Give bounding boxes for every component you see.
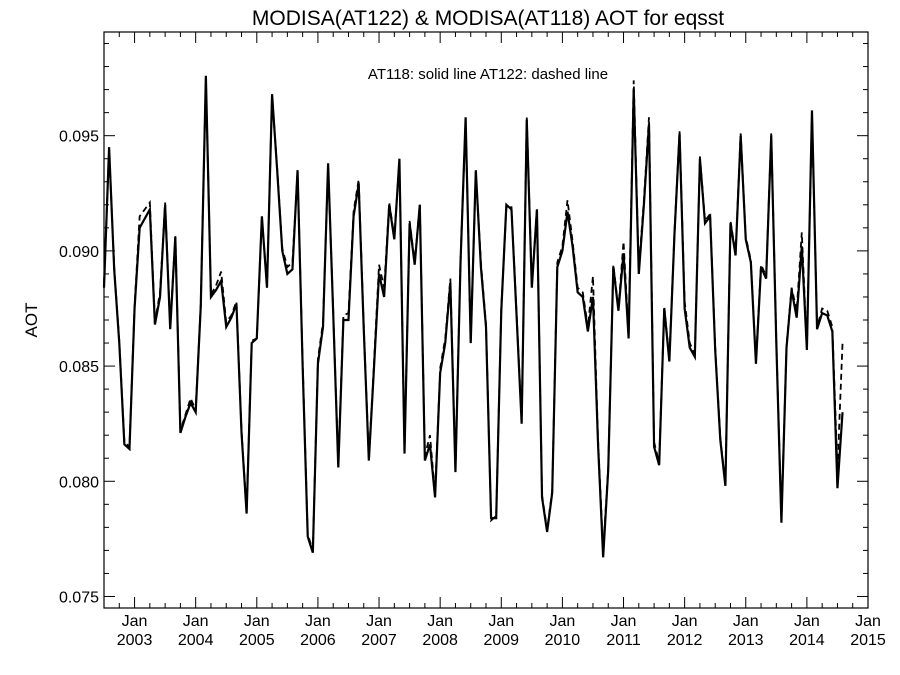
x-tick-month-label: Jan bbox=[366, 613, 392, 630]
x-tick-month-label: Jan bbox=[244, 613, 270, 630]
x-tick-month-label: Jan bbox=[611, 613, 637, 630]
y-tick-label: 0.080 bbox=[59, 474, 99, 491]
x-tick-year-label: 2012 bbox=[667, 632, 703, 649]
x-tick-month-label: Jan bbox=[794, 613, 820, 630]
x-tick-year-label: 2011 bbox=[606, 632, 641, 649]
x-tick-year-label: 2009 bbox=[483, 632, 519, 649]
x-tick-year-label: 2013 bbox=[728, 632, 764, 649]
series-layer bbox=[102, 75, 844, 558]
x-tick-month-label: Jan bbox=[672, 613, 698, 630]
x-tick-month-label: Jan bbox=[733, 613, 759, 630]
x-tick-year-label: 2010 bbox=[545, 632, 581, 649]
chart-title: MODISA(AT122) & MODISA(AT118) AOT for eq… bbox=[252, 7, 724, 30]
x-tick-year-label: 2014 bbox=[789, 632, 825, 649]
y-tick-label: 0.095 bbox=[59, 129, 99, 146]
x-tick-year-label: 2007 bbox=[361, 632, 397, 649]
x-axis: Jan 2003 Jan 2004 Jan 2005 Jan 2006 Jan 2007 Jan 20… bbox=[103, 32, 886, 649]
series-style-annotation: AT118: solid line AT122: dashed line bbox=[368, 66, 608, 83]
x-tick-month-label: Jan bbox=[183, 613, 209, 630]
y-tick-label: 0.085 bbox=[59, 359, 99, 376]
series-line-at118 bbox=[102, 75, 844, 558]
x-tick-year-label: 2008 bbox=[422, 632, 458, 649]
x-tick-year-label: 2003 bbox=[117, 632, 153, 649]
x-tick-year-label: 2004 bbox=[178, 632, 214, 649]
x-tick-month-label: Jan bbox=[855, 613, 881, 630]
x-tick-month-label: Jan bbox=[488, 613, 514, 630]
x-tick-month-label: Jan bbox=[305, 613, 331, 630]
x-tick-year-label: 2006 bbox=[300, 632, 336, 649]
y-axis-label: AOT bbox=[22, 303, 41, 338]
x-tick-year-label: 2015 bbox=[850, 632, 886, 649]
x-tick-month-label: Jan bbox=[550, 613, 576, 630]
y-axis: 0.075 0.080 0.085 0.090 0.095 bbox=[59, 43, 868, 606]
x-tick-month-label: Jan bbox=[122, 613, 148, 630]
y-tick-label: 0.090 bbox=[59, 244, 99, 261]
series-line-at122 bbox=[103, 78, 844, 551]
y-tick-label: 0.075 bbox=[59, 589, 99, 606]
x-tick-month-label: Jan bbox=[427, 613, 453, 630]
x-tick-year-label: 2005 bbox=[239, 632, 275, 649]
